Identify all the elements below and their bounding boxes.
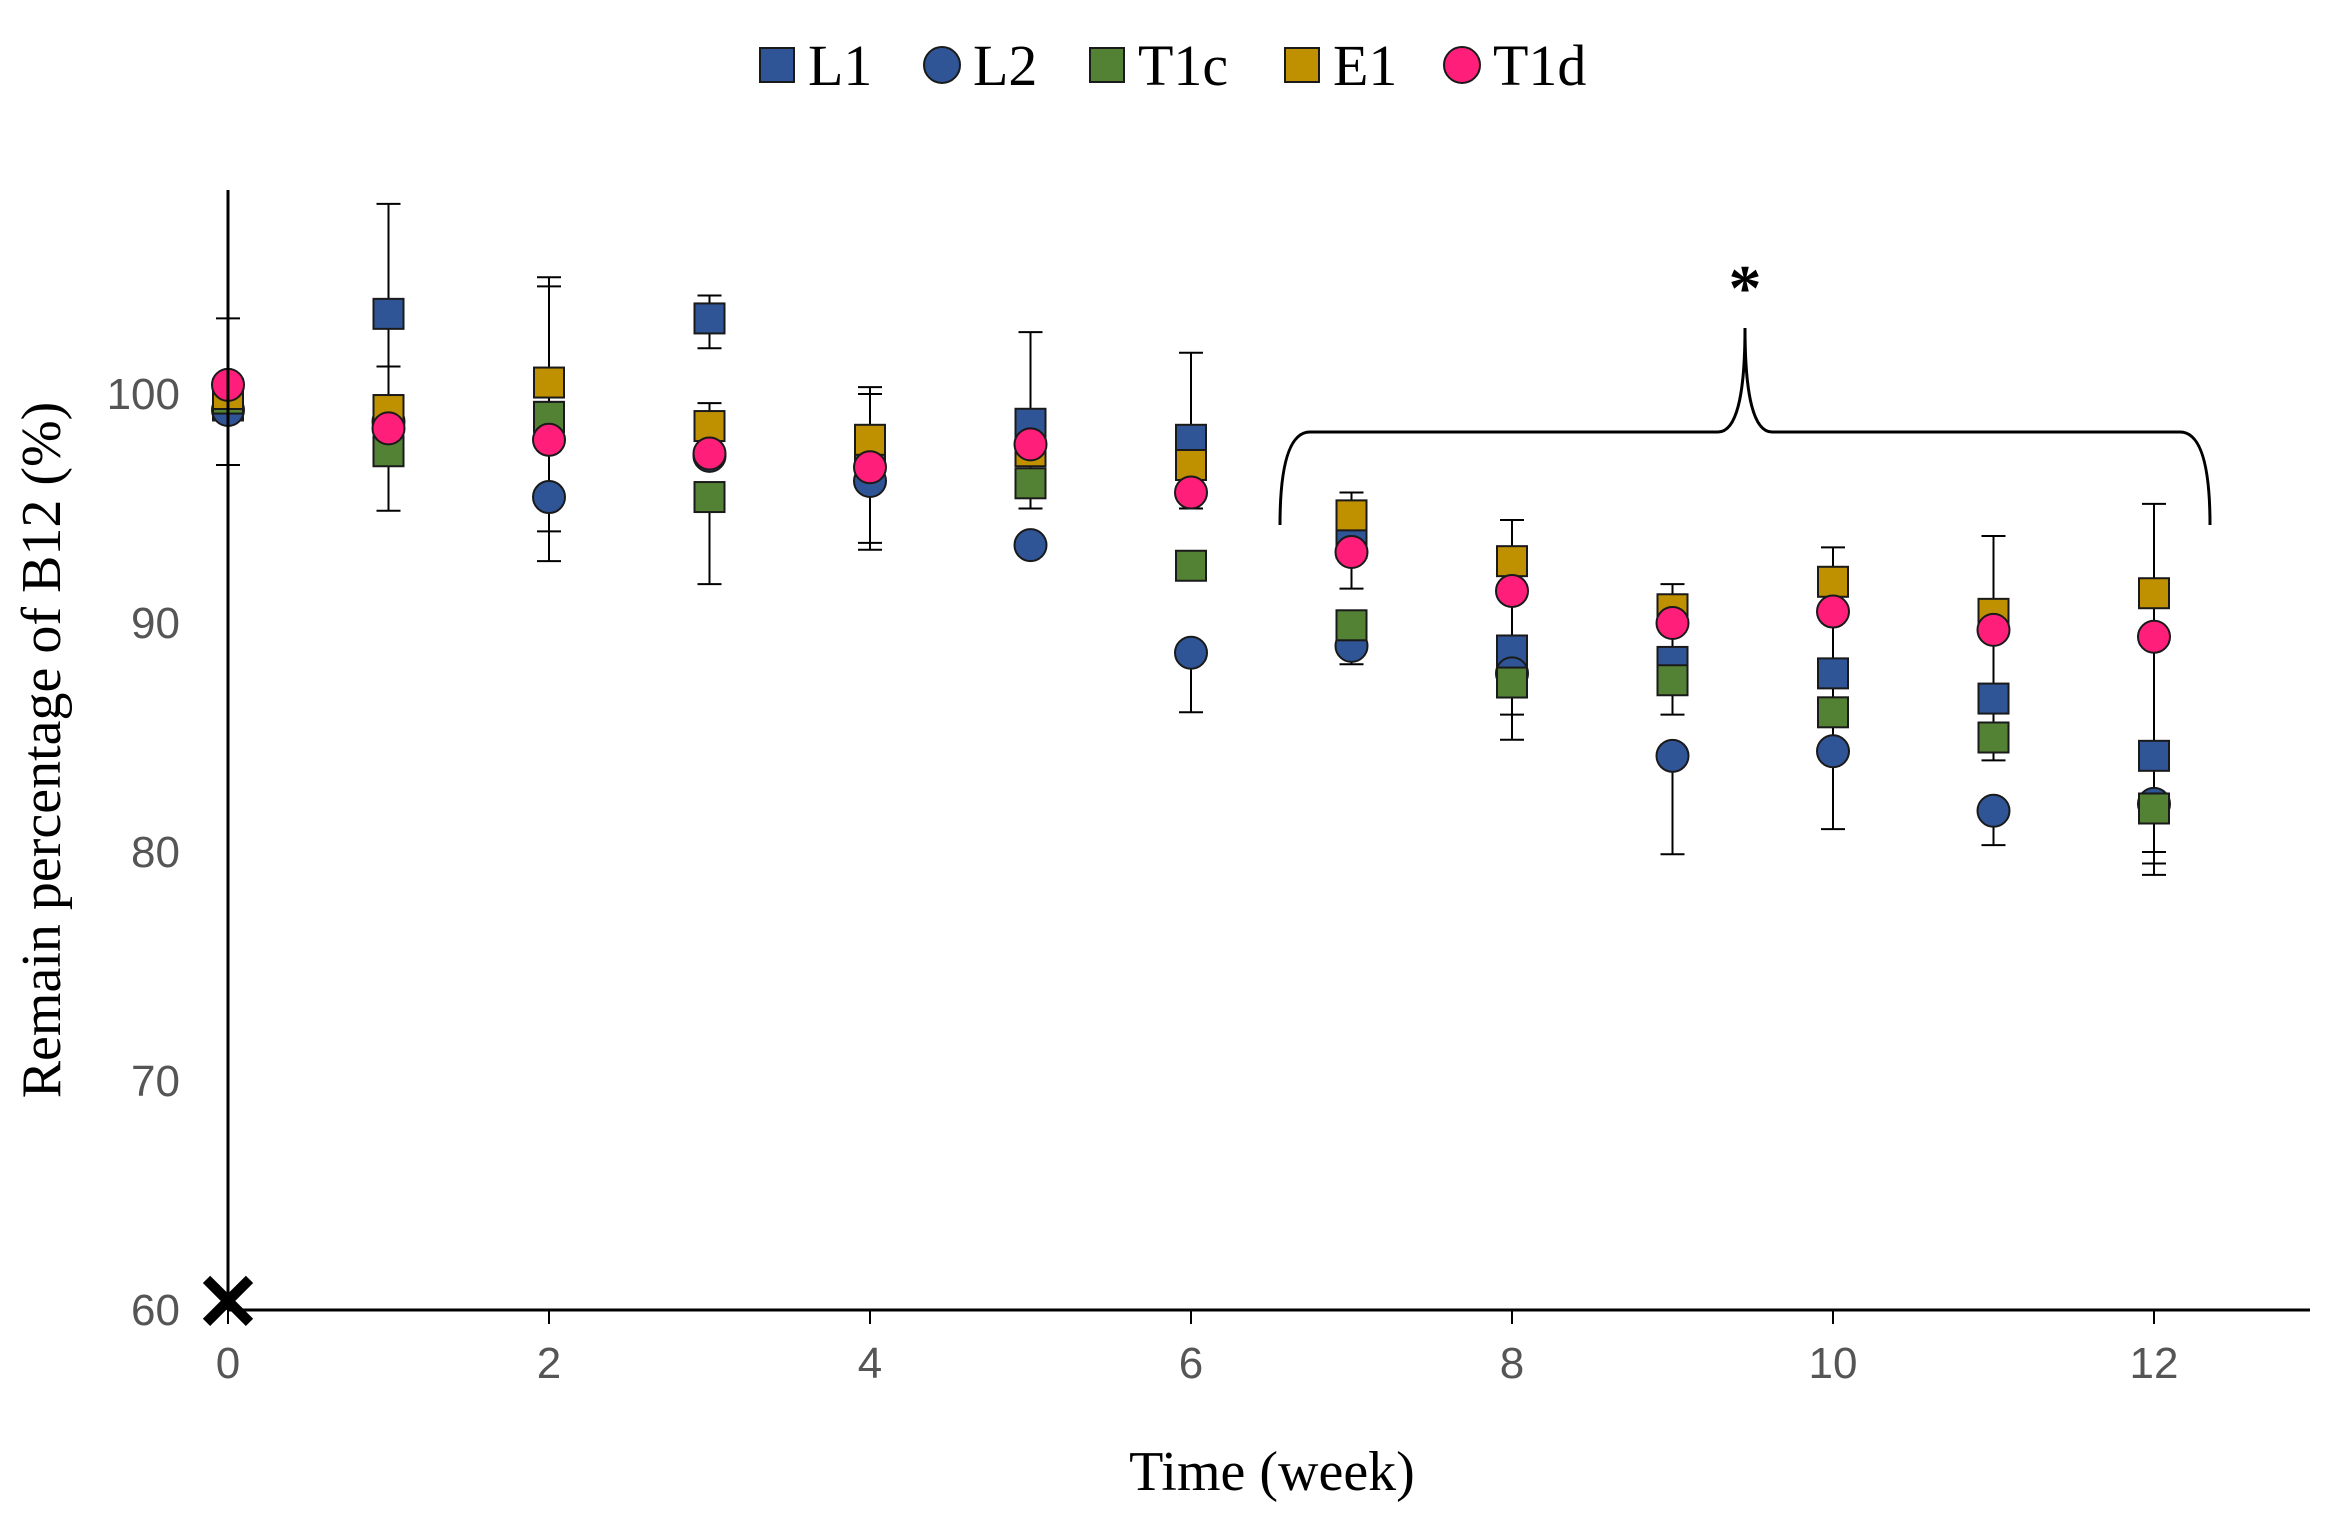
point-l1 [1817, 657, 1849, 690]
point-t1c [2138, 792, 2170, 825]
axes [226, 190, 2310, 1312]
x-axis-title: Time (week) [1129, 1441, 1415, 1503]
origin-marker: ✕ [194, 1260, 261, 1348]
annotation-group: * [1278, 252, 2212, 526]
point-t1d [1976, 612, 2011, 647]
y-tick-label: 100 [107, 370, 180, 419]
point-t1c [1014, 467, 1047, 500]
point-e1 [693, 410, 726, 443]
point-t1d [853, 450, 887, 485]
point-e1 [1335, 499, 1368, 532]
point-l1 [2138, 739, 2170, 772]
point-e1 [533, 366, 565, 399]
y-tick-label: 80 [131, 828, 180, 877]
point-t1c [1656, 664, 1689, 697]
point-t1c [1175, 549, 1207, 582]
point-t1d [1174, 475, 1208, 510]
legend-marker-l1 [759, 47, 795, 83]
significance-asterisk: * [1729, 252, 1762, 325]
point-l2 [1976, 793, 2011, 828]
point-e1 [1496, 545, 1528, 578]
annotation-brace [1278, 327, 2212, 526]
point-l2 [532, 480, 566, 515]
legend-marker-t1d [1443, 46, 1481, 84]
point-t1d [532, 422, 566, 457]
point-e1 [1817, 565, 1849, 598]
point-l2 [1174, 635, 1208, 670]
legend-label-l1: L1 [808, 33, 872, 98]
y-tick-label: 60 [131, 1286, 180, 1335]
point-t1c [1335, 609, 1368, 642]
point-l2 [1816, 734, 1850, 769]
legend-label-e1: E1 [1333, 33, 1397, 98]
point-t1d [1334, 535, 1369, 570]
x-tick-label: 6 [1179, 1339, 1203, 1388]
y-axis-title: Remain percentage of B12 (%) [11, 402, 73, 1099]
legend: L1 L2 T1c E1 T1d [759, 33, 1586, 98]
x-tick-label: 0 [216, 1339, 240, 1388]
y-tick-label: 90 [131, 599, 180, 648]
legend-marker-t1c [1089, 47, 1125, 83]
x-tick-label: 2 [537, 1339, 561, 1388]
point-t1d [1013, 427, 1048, 462]
legend-label-t1d: T1d [1493, 33, 1586, 98]
point-e1 [2138, 577, 2170, 610]
point-l2 [1655, 738, 1690, 773]
legend-label-t1c: T1c [1138, 33, 1228, 98]
point-t1d [371, 411, 406, 446]
y-tick-label: 70 [131, 1057, 180, 1106]
x-tick-label: 8 [1500, 1339, 1524, 1388]
x-tick-label: 4 [858, 1339, 882, 1388]
point-t1c [1817, 696, 1849, 729]
data-points [211, 297, 2171, 828]
point-l1 [372, 297, 405, 330]
point-t1c [1496, 666, 1528, 699]
legend-marker-l2 [923, 46, 961, 84]
point-t1c [693, 481, 726, 514]
ticks: 0 2 4 6 8 10 12 60 70 80 90 100 [107, 370, 2179, 1388]
point-t1d [2137, 619, 2171, 654]
x-tick-label: 10 [1809, 1339, 1858, 1388]
point-t1d [1655, 606, 1690, 640]
point-l2 [1013, 528, 1048, 563]
point-t1d [692, 436, 727, 471]
legend-marker-e1 [1284, 47, 1320, 83]
point-t1d [1816, 594, 1850, 629]
point-t1d [1495, 573, 1529, 608]
point-t1c [1977, 721, 2010, 754]
point-l1 [693, 302, 726, 335]
x-tick-label: 12 [2130, 1339, 2179, 1388]
legend-label-l2: L2 [973, 33, 1037, 98]
error-bars [216, 202, 2166, 876]
point-l1 [1977, 682, 2010, 715]
